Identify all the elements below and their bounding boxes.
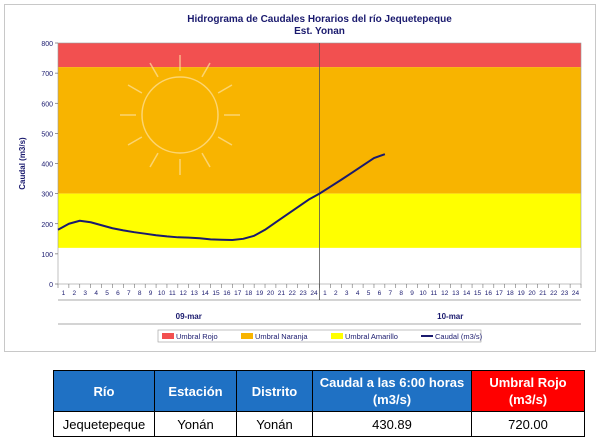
x-tick-label: 6 xyxy=(116,290,120,297)
x-tick-label: 14 xyxy=(463,290,471,297)
x-tick-label: 4 xyxy=(356,290,360,297)
x-tick-label: 3 xyxy=(83,290,87,297)
y-tick-label: 800 xyxy=(41,41,53,48)
y-axis-label: Caudal (m3/s) xyxy=(18,137,27,190)
x-tick-label: 16 xyxy=(485,290,493,297)
table-row: Jequetepeque Yonán Yonán 430.89 720.00 xyxy=(53,411,585,437)
x-tick-label: 13 xyxy=(452,290,460,297)
day-label: 10-mar xyxy=(437,312,463,321)
sun-ray-icon xyxy=(149,152,159,168)
sun-ray-icon xyxy=(217,136,233,146)
day-label: 09-mar xyxy=(176,312,202,321)
legend-label: Umbral Naranja xyxy=(255,332,308,341)
x-tick-label: 22 xyxy=(289,290,297,297)
x-tick-label: 10 xyxy=(419,290,427,297)
cell-distrito: Yonán xyxy=(236,411,313,437)
chart-title: Hidrograma de Caudales Horarios del río … xyxy=(187,14,452,25)
x-tick-label: 21 xyxy=(539,290,547,297)
y-tick-label: 100 xyxy=(41,252,53,259)
x-tick-label: 18 xyxy=(245,290,253,297)
x-tick-label: 24 xyxy=(310,290,318,297)
x-tick-label: 21 xyxy=(278,290,286,297)
sun-ray-icon xyxy=(149,62,159,78)
x-tick-label: 14 xyxy=(201,290,209,297)
x-tick-label: 23 xyxy=(300,290,308,297)
x-tick-label: 12 xyxy=(441,290,449,297)
x-tick-label: 7 xyxy=(127,290,131,297)
legend-label: Umbral Rojo xyxy=(176,332,218,341)
x-tick-label: 1 xyxy=(62,290,66,297)
x-tick-label: 4 xyxy=(94,290,98,297)
legend-swatch xyxy=(331,333,343,339)
table-header-row: Río Estación Distrito Caudal a las 6:00 … xyxy=(53,370,585,412)
x-tick-label: 6 xyxy=(378,290,382,297)
y-tick-label: 400 xyxy=(41,162,53,169)
x-tick-label: 11 xyxy=(169,290,176,297)
sun-ray-icon xyxy=(217,84,233,94)
x-tick-label: 12 xyxy=(180,290,188,297)
x-tick-label: 15 xyxy=(212,290,220,297)
legend-label: Umbral Amarillo xyxy=(345,332,398,341)
x-tick-label: 8 xyxy=(138,290,142,297)
x-tick-label: 8 xyxy=(399,290,403,297)
cell-umbral-rojo: 720.00 xyxy=(471,411,585,437)
x-tick-label: 13 xyxy=(191,290,199,297)
legend-swatch xyxy=(241,333,253,339)
header-estacion: Estación xyxy=(154,370,237,412)
y-tick-label: 700 xyxy=(41,71,53,78)
hydrograph-chart: Hidrograma de Caudales Horarios del río … xyxy=(18,14,582,343)
y-tick-label: 600 xyxy=(41,101,53,108)
x-tick-label: 3 xyxy=(345,290,349,297)
chart-subtitle: Est. Yonan xyxy=(294,26,345,37)
x-tick-label: 10 xyxy=(158,290,166,297)
header-umbral-rojo: Umbral Rojo (m3/s) xyxy=(471,370,585,412)
x-tick-label: 19 xyxy=(256,290,264,297)
y-tick-label: 300 xyxy=(41,192,53,199)
header-rio: Río xyxy=(53,370,155,412)
y-tick-label: 200 xyxy=(41,222,53,229)
y-tick-label: 0 xyxy=(49,282,53,289)
x-tick-label: 5 xyxy=(105,290,109,297)
sun-ray-icon xyxy=(201,62,211,78)
sun-ray-icon xyxy=(127,84,143,94)
x-tick-label: 17 xyxy=(496,290,504,297)
header-distrito: Distrito xyxy=(236,370,313,412)
x-tick-label: 15 xyxy=(474,290,482,297)
chart-frame: Hidrograma de Caudales Horarios del río … xyxy=(4,4,596,352)
x-tick-label: 19 xyxy=(517,290,525,297)
x-tick-label: 24 xyxy=(572,290,580,297)
sun-ray-icon xyxy=(127,136,143,146)
series-line-caudal xyxy=(57,153,386,242)
legend-swatch xyxy=(162,333,174,339)
x-tick-label: 11 xyxy=(431,290,438,297)
x-tick-label: 16 xyxy=(223,290,231,297)
x-tick-label: 18 xyxy=(507,290,515,297)
x-tick-label: 20 xyxy=(528,290,536,297)
legend-box xyxy=(157,329,482,343)
x-tick-label: 17 xyxy=(234,290,242,297)
cell-estacion: Yonán xyxy=(154,411,237,437)
x-tick-label: 1 xyxy=(323,290,327,297)
legend-label: Caudal (m3/s) xyxy=(435,332,483,341)
x-tick-label: 7 xyxy=(389,290,393,297)
sun-ray-icon xyxy=(201,152,211,168)
x-tick-label: 22 xyxy=(550,290,558,297)
cell-caudal: 430.89 xyxy=(312,411,472,437)
x-tick-label: 23 xyxy=(561,290,569,297)
sun-watermark-icon xyxy=(141,76,219,154)
x-tick-label: 2 xyxy=(334,290,338,297)
header-caudal: Caudal a las 6:00 horas (m3/s) xyxy=(312,370,472,412)
x-tick-label: 5 xyxy=(367,290,371,297)
cell-rio: Jequetepeque xyxy=(53,411,155,437)
x-tick-label: 9 xyxy=(410,290,414,297)
x-tick-label: 20 xyxy=(267,290,275,297)
x-tick-label: 2 xyxy=(73,290,77,297)
x-tick-label: 9 xyxy=(149,290,153,297)
summary-table: Río Estación Distrito Caudal a las 6:00 … xyxy=(53,370,585,437)
y-tick-label: 500 xyxy=(41,131,53,138)
